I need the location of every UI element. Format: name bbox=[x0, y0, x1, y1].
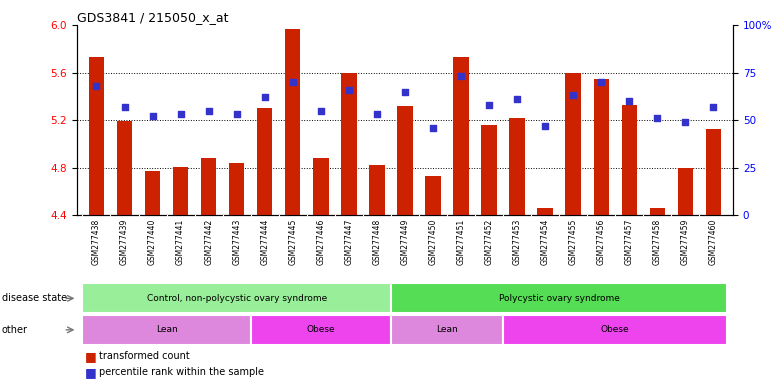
Bar bbox=[706, 129, 721, 215]
Text: GSM277439: GSM277439 bbox=[120, 219, 129, 265]
Point bbox=[371, 111, 383, 118]
Bar bbox=[565, 73, 581, 215]
Text: GSM277454: GSM277454 bbox=[541, 219, 550, 265]
Text: GSM277449: GSM277449 bbox=[401, 219, 409, 265]
Bar bbox=[503, 315, 728, 345]
Text: ■: ■ bbox=[85, 366, 96, 379]
Bar bbox=[173, 167, 188, 215]
Point bbox=[567, 93, 579, 99]
Point bbox=[202, 108, 215, 114]
Text: GSM277442: GSM277442 bbox=[204, 219, 213, 265]
Bar bbox=[391, 315, 503, 345]
Text: GSM277441: GSM277441 bbox=[176, 219, 185, 265]
Text: GSM277460: GSM277460 bbox=[709, 219, 718, 265]
Text: Lean: Lean bbox=[436, 325, 458, 334]
Text: Polycystic ovary syndrome: Polycystic ovary syndrome bbox=[499, 294, 619, 303]
Point bbox=[398, 89, 411, 95]
Point bbox=[259, 94, 271, 100]
Text: GSM277453: GSM277453 bbox=[513, 219, 521, 265]
Bar bbox=[453, 57, 469, 215]
Bar bbox=[201, 158, 216, 215]
Text: GSM277451: GSM277451 bbox=[456, 219, 466, 265]
Text: GSM277456: GSM277456 bbox=[597, 219, 606, 265]
Bar bbox=[510, 118, 524, 215]
Point bbox=[595, 79, 608, 85]
Text: GSM277448: GSM277448 bbox=[372, 219, 381, 265]
Bar bbox=[89, 57, 104, 215]
Point bbox=[90, 83, 103, 89]
Point bbox=[426, 125, 439, 131]
Text: ■: ■ bbox=[85, 350, 96, 363]
Bar bbox=[397, 106, 412, 215]
Text: transformed count: transformed count bbox=[99, 351, 190, 361]
Text: GSM277443: GSM277443 bbox=[232, 219, 241, 265]
Text: disease state: disease state bbox=[2, 293, 67, 303]
Text: GSM277445: GSM277445 bbox=[289, 219, 297, 265]
Point bbox=[147, 113, 159, 119]
Text: GSM277452: GSM277452 bbox=[485, 219, 494, 265]
Text: GDS3841 / 215050_x_at: GDS3841 / 215050_x_at bbox=[77, 11, 228, 24]
Text: GSM277457: GSM277457 bbox=[625, 219, 633, 265]
Point bbox=[343, 87, 355, 93]
Bar bbox=[593, 79, 609, 215]
Text: GSM277450: GSM277450 bbox=[429, 219, 437, 265]
Text: GSM277438: GSM277438 bbox=[92, 219, 101, 265]
Text: GSM277440: GSM277440 bbox=[148, 219, 157, 265]
Bar bbox=[538, 208, 553, 215]
Bar bbox=[341, 73, 357, 215]
Bar bbox=[229, 163, 245, 215]
Point bbox=[539, 123, 551, 129]
Point bbox=[118, 104, 131, 110]
Bar bbox=[650, 208, 665, 215]
Point bbox=[679, 119, 691, 125]
Point bbox=[455, 73, 467, 79]
Bar bbox=[285, 28, 300, 215]
Text: Obese: Obese bbox=[307, 325, 335, 334]
Bar bbox=[82, 315, 251, 345]
Text: GSM277446: GSM277446 bbox=[316, 219, 325, 265]
Bar bbox=[677, 168, 693, 215]
Text: GSM277444: GSM277444 bbox=[260, 219, 269, 265]
Point bbox=[511, 96, 524, 102]
Point bbox=[651, 115, 663, 121]
Bar bbox=[481, 125, 497, 215]
Bar bbox=[82, 283, 391, 313]
Bar bbox=[313, 158, 328, 215]
Text: GSM277458: GSM277458 bbox=[653, 219, 662, 265]
Bar bbox=[145, 171, 160, 215]
Point bbox=[483, 102, 495, 108]
Point bbox=[230, 111, 243, 118]
Text: GSM277455: GSM277455 bbox=[568, 219, 578, 265]
Bar bbox=[251, 315, 391, 345]
Bar bbox=[622, 105, 637, 215]
Text: percentile rank within the sample: percentile rank within the sample bbox=[99, 367, 263, 377]
Point bbox=[623, 98, 636, 104]
Bar bbox=[369, 166, 385, 215]
Text: GSM277447: GSM277447 bbox=[344, 219, 354, 265]
Bar bbox=[425, 176, 441, 215]
Point bbox=[314, 108, 327, 114]
Point bbox=[286, 79, 299, 85]
Bar bbox=[257, 108, 272, 215]
Point bbox=[174, 111, 187, 118]
Point bbox=[707, 104, 720, 110]
Bar bbox=[391, 283, 728, 313]
Text: Control, non-polycystic ovary syndrome: Control, non-polycystic ovary syndrome bbox=[147, 294, 327, 303]
Text: GSM277459: GSM277459 bbox=[681, 219, 690, 265]
Bar bbox=[117, 121, 132, 215]
Text: Lean: Lean bbox=[156, 325, 177, 334]
Text: Obese: Obese bbox=[601, 325, 630, 334]
Text: other: other bbox=[2, 325, 27, 335]
